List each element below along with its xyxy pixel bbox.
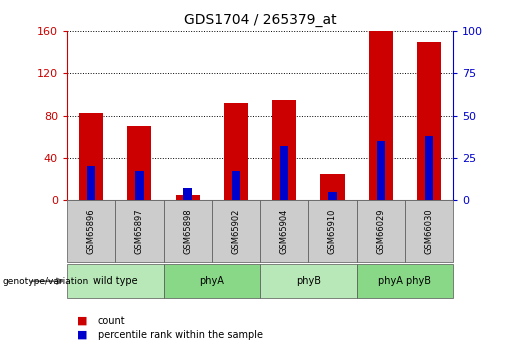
Bar <box>425 136 433 200</box>
Text: phyB: phyB <box>296 276 321 286</box>
Bar <box>79 114 103 200</box>
Text: GSM66029: GSM66029 <box>376 208 385 254</box>
Bar <box>272 100 296 200</box>
Bar <box>356 264 453 298</box>
Text: phyA: phyA <box>199 276 224 286</box>
Text: count: count <box>98 316 126 326</box>
Bar <box>280 146 288 200</box>
Text: percentile rank within the sample: percentile rank within the sample <box>98 330 263 339</box>
Bar <box>224 103 248 200</box>
Bar <box>260 264 356 298</box>
Bar <box>369 31 393 200</box>
Text: GSM65897: GSM65897 <box>135 208 144 254</box>
Bar <box>405 200 453 262</box>
Text: ■: ■ <box>77 316 88 326</box>
Bar <box>232 171 240 200</box>
Bar <box>417 42 441 200</box>
Bar <box>328 192 337 200</box>
Text: genotype/variation: genotype/variation <box>3 277 89 286</box>
Bar <box>260 200 308 262</box>
Bar <box>320 174 345 200</box>
Bar <box>356 200 405 262</box>
Bar <box>115 200 163 262</box>
Bar <box>183 188 192 200</box>
Bar <box>67 264 163 298</box>
Text: GSM65898: GSM65898 <box>183 208 192 254</box>
Bar <box>87 166 95 200</box>
Title: GDS1704 / 265379_at: GDS1704 / 265379_at <box>184 13 336 27</box>
Text: GSM66030: GSM66030 <box>424 208 434 254</box>
Text: wild type: wild type <box>93 276 138 286</box>
Text: GSM65902: GSM65902 <box>231 208 241 254</box>
Bar <box>376 141 385 200</box>
Bar <box>176 195 200 200</box>
Text: ■: ■ <box>77 330 88 339</box>
Bar <box>212 200 260 262</box>
Bar <box>67 200 115 262</box>
Bar <box>163 264 260 298</box>
Bar <box>163 200 212 262</box>
Text: phyA phyB: phyA phyB <box>379 276 432 286</box>
Text: GSM65904: GSM65904 <box>280 208 289 254</box>
Bar <box>135 171 144 200</box>
Bar <box>308 200 356 262</box>
Text: GSM65910: GSM65910 <box>328 208 337 254</box>
Bar <box>127 126 151 200</box>
Text: GSM65896: GSM65896 <box>87 208 96 254</box>
